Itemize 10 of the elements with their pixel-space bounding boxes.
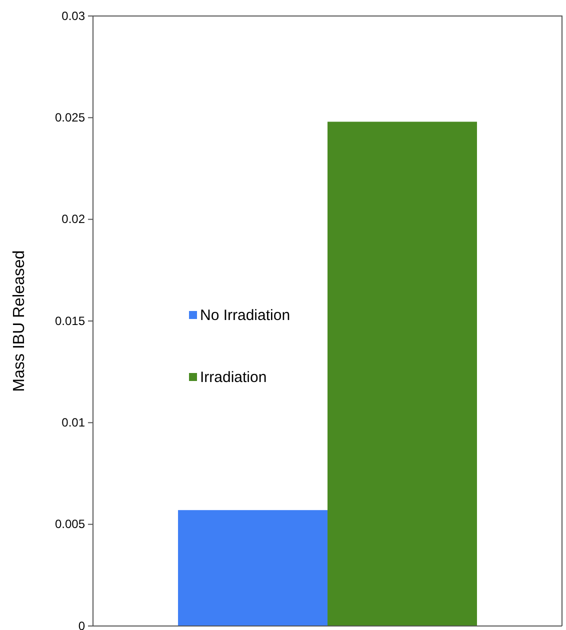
y-tick-label: 0.025 — [54, 110, 86, 125]
legend-label: No Irradiation — [200, 307, 290, 324]
y-tick-label: 0.03 — [62, 8, 86, 23]
y-tick-label: 0.015 — [54, 314, 86, 328]
y-axis-title: Mass IBU Released — [11, 250, 28, 392]
y-tick-label: 0 — [78, 618, 86, 630]
legend-label: Irradiation — [200, 369, 267, 386]
y-tick-label: 0.005 — [54, 517, 86, 532]
y-tick-label: 0.01 — [62, 416, 86, 430]
y-tick-label: 0.02 — [62, 212, 86, 226]
